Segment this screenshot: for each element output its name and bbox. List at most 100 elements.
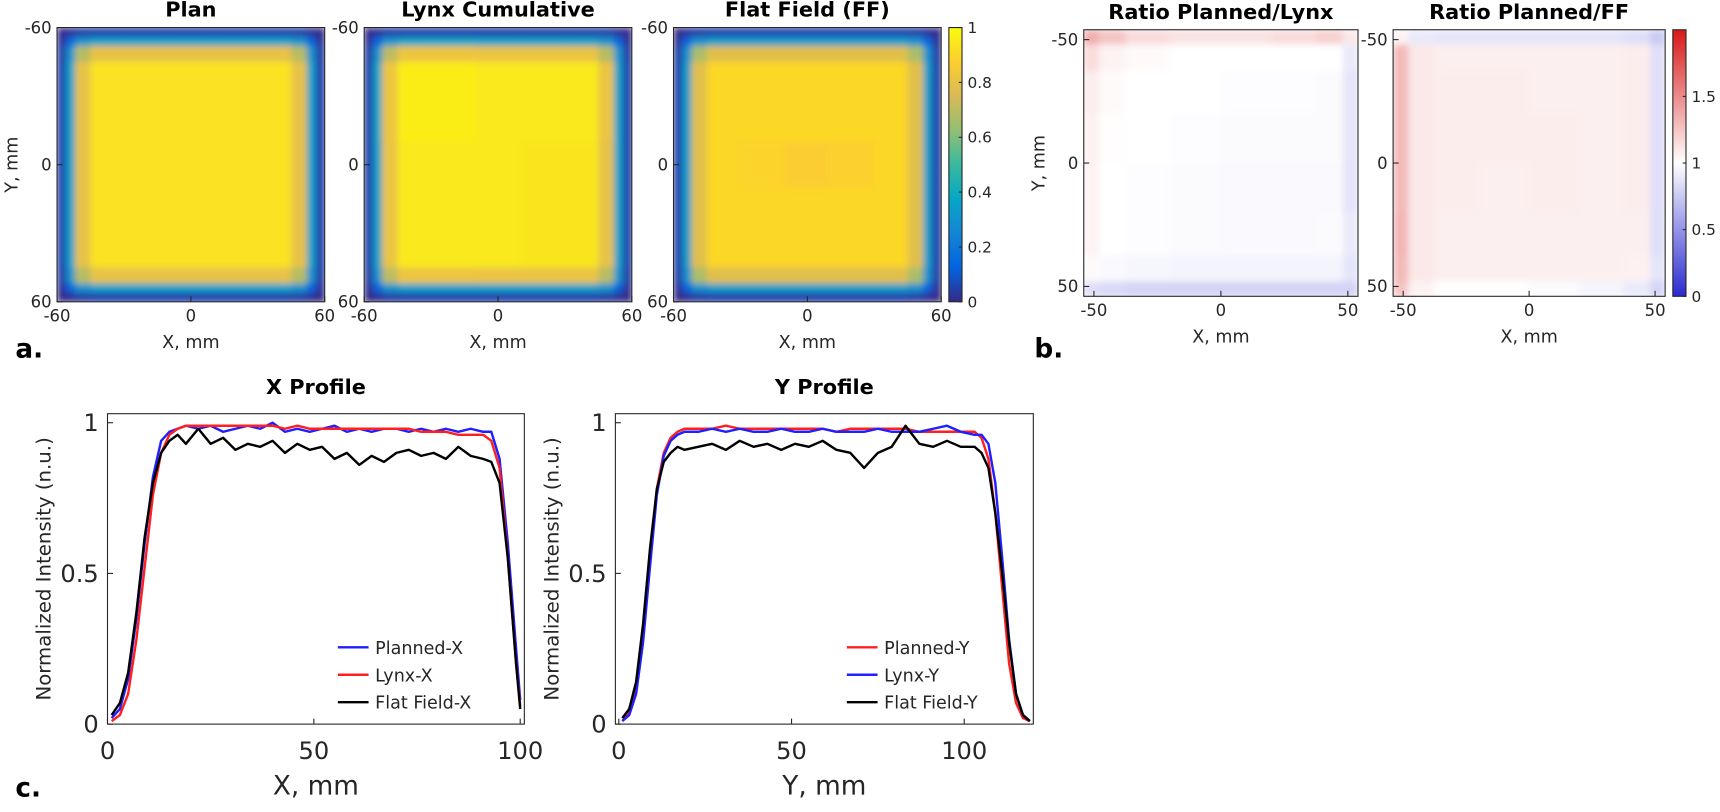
- heatmap-cell: [564, 187, 600, 234]
- heatmap-cell: [306, 141, 317, 189]
- heatmap-cell: [785, 45, 831, 63]
- heatmap-cell: [90, 96, 125, 143]
- heatmap-cell: [291, 233, 308, 269]
- heatmap-cell: [829, 61, 875, 97]
- axes-frame: [106, 413, 525, 725]
- heatmap-cell: [622, 233, 632, 269]
- heatmap-cell: [168, 283, 214, 294]
- heatmap-cell: [74, 292, 92, 302]
- heatmap-cell: [1170, 113, 1222, 164]
- heatmap-cell: [829, 141, 875, 189]
- x-tick-label: 100: [497, 737, 543, 765]
- heatmap-cell: [1316, 255, 1344, 283]
- chart-title: Flat Field (FF): [725, 0, 890, 22]
- heatmap-cell: [1170, 29, 1222, 46]
- heatmap-cell: [1478, 44, 1530, 72]
- heatmap-cell: [291, 283, 308, 294]
- heatmap-cell: [785, 61, 831, 97]
- heatmap-cell: [673, 36, 684, 47]
- heatmap-cell: [306, 283, 317, 294]
- heatmap-cell: [613, 187, 624, 234]
- heatmap-cell: [1434, 163, 1480, 214]
- heatmap-cell: [1316, 163, 1344, 214]
- heatmap-cell: [907, 36, 924, 47]
- heatmap-cell: [874, 233, 909, 269]
- x-tick-label: -60: [44, 307, 71, 326]
- heatmap-cell: [431, 267, 477, 285]
- heatmap-cell: [829, 45, 875, 63]
- x-tick-label: 60: [931, 307, 952, 326]
- heatmap-cell: [907, 96, 924, 143]
- heatmap-cell: [1099, 255, 1127, 283]
- colorbar-tick-label: 0.6: [968, 129, 992, 147]
- heatmap-cell: [90, 233, 125, 269]
- heatmap-cell: [520, 61, 566, 97]
- heatmap-cell: [622, 283, 632, 294]
- heatmap-cell: [874, 292, 909, 302]
- heatmap-cell: [1434, 255, 1480, 283]
- heatmap-cells: [673, 27, 942, 302]
- heatmap-cell: [1125, 163, 1171, 214]
- heatmap-cell: [1579, 255, 1625, 283]
- heatmap-cell: [1125, 70, 1171, 115]
- y-tick-label: 0.5: [60, 560, 98, 588]
- heatmap-cell: [1342, 29, 1359, 46]
- heatmap-cell: [90, 187, 125, 234]
- heatmap-cell: [907, 233, 924, 269]
- heatmap-cell: [874, 141, 909, 189]
- heatmap-cell: [306, 292, 317, 302]
- heatmap-cell: [622, 292, 632, 302]
- heatmap-cell: [564, 267, 600, 285]
- heatmap-cell: [1393, 163, 1409, 214]
- heatmap-cell: [1342, 163, 1359, 214]
- heatmap-cell: [923, 233, 933, 269]
- heatmap-cell: [373, 187, 383, 234]
- legend-label: Lynx-Y: [884, 666, 939, 686]
- heatmap-cell: [364, 36, 374, 47]
- heatmap-cell: [740, 27, 786, 38]
- heatmap-cell: [622, 27, 632, 38]
- y-tick-label: 0: [83, 711, 98, 739]
- heatmap-cell: [74, 267, 92, 285]
- heatmap-cell: [431, 283, 477, 294]
- chart-title: Ratio Planned/FF: [1429, 0, 1629, 24]
- heatmap-cell: [874, 61, 909, 97]
- heatmap-cell: [475, 141, 521, 189]
- heatmap-cell: [1342, 255, 1359, 283]
- heatmap-cell: [520, 96, 566, 143]
- heatmap-cell: [1316, 29, 1344, 46]
- y-axis-label: Normalized Intensity (n.u.): [540, 437, 563, 700]
- heatmap-cell: [520, 292, 566, 302]
- y-tick-label: 0: [658, 155, 668, 174]
- heatmap-cell: [306, 233, 317, 269]
- heatmap-cell: [923, 45, 933, 63]
- x-tick-label: 0: [802, 307, 812, 326]
- heatmap-cell: [1316, 113, 1344, 164]
- heatmap-cell: [706, 27, 742, 38]
- heatmap-cell: [932, 61, 942, 97]
- heatmap-cell: [291, 36, 308, 47]
- heatmap-cell: [57, 187, 67, 234]
- x-tick-label: -50: [1081, 301, 1108, 320]
- heatmap-cell: [520, 187, 566, 234]
- heatmap-cell: [1125, 44, 1171, 72]
- heatmap-cell: [373, 283, 383, 294]
- heatmap-cell: [168, 45, 214, 63]
- heatmap-cell: [213, 187, 259, 234]
- heatmap-cell: [1623, 163, 1651, 214]
- axes-frame: [672, 27, 942, 303]
- heatmap-cell: [306, 36, 317, 47]
- heatmap-cell: [613, 292, 624, 302]
- heatmap-cell: [1478, 255, 1530, 283]
- heatmap-cell: [613, 45, 624, 63]
- heatmap-cell: [740, 233, 786, 269]
- heatmap-cell: [373, 233, 383, 269]
- heatmap-cell: [1220, 255, 1273, 283]
- heatmap-cell: [1529, 44, 1581, 72]
- heatmap-cell: [57, 27, 67, 38]
- heatmap-cell: [213, 45, 259, 63]
- heatmap-cell: [874, 96, 909, 143]
- heatmap-cell: [373, 267, 383, 285]
- heatmap-cell: [1316, 70, 1344, 115]
- x-tick-label: -50: [1390, 301, 1417, 320]
